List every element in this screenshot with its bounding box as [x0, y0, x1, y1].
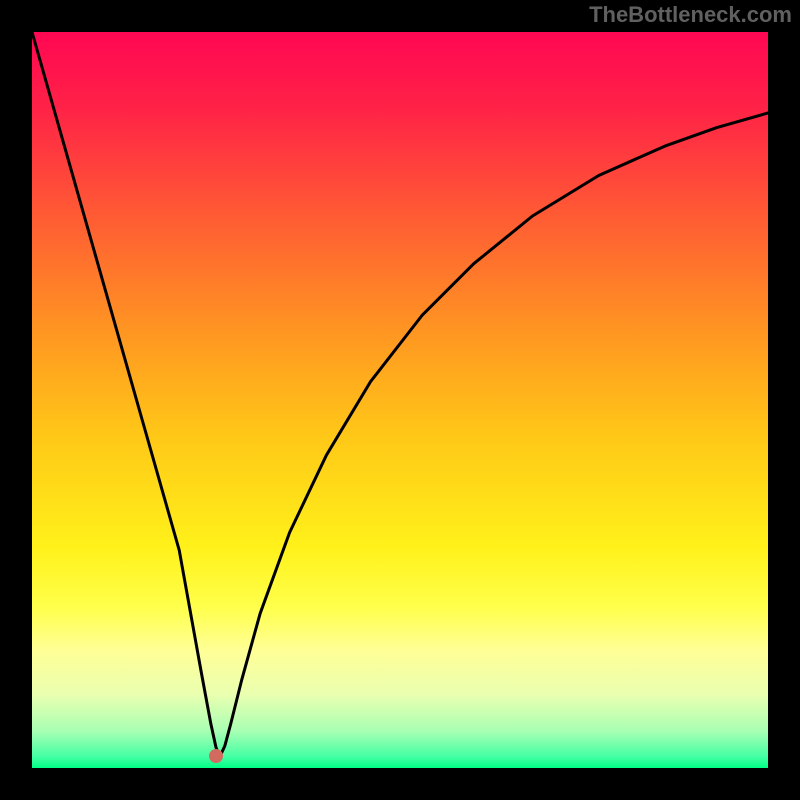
chart-container: TheBottleneck.com: [0, 0, 800, 800]
attribution-text[interactable]: TheBottleneck.com: [589, 2, 792, 28]
plot-area: [32, 32, 768, 768]
